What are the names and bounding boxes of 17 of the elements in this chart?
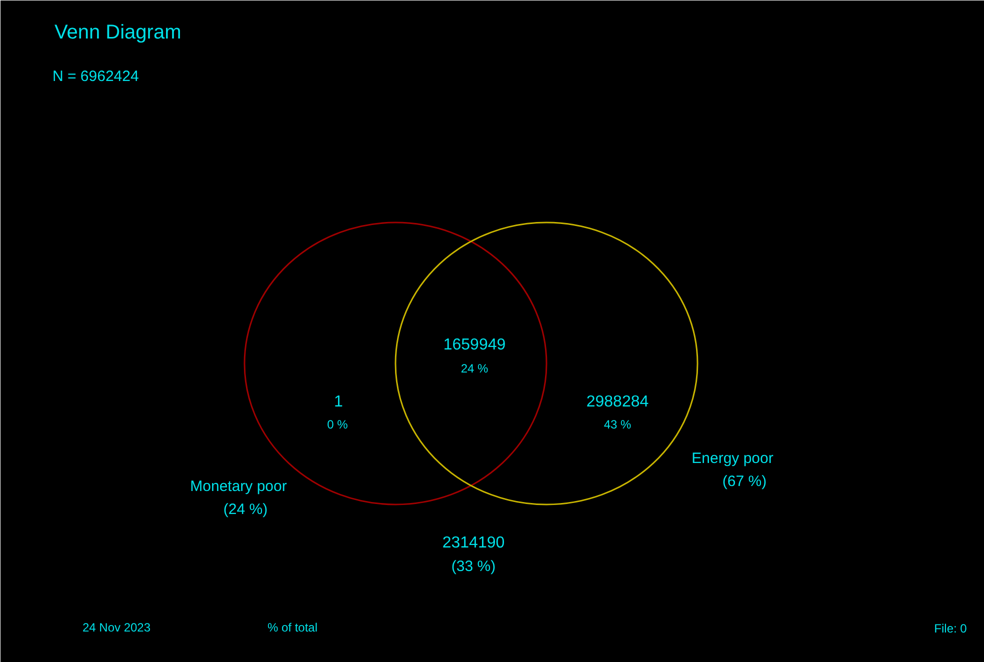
text: 2988284 (586, 394, 649, 410)
category-label: Monetary poor (190, 478, 287, 495)
text: (33 %) (451, 558, 496, 575)
text: 24 % (460, 362, 489, 376)
text: 1659949 (443, 336, 506, 354)
text: Venn Diagram (54, 22, 182, 44)
text: 0 % (327, 418, 348, 432)
text: 43 % (604, 418, 632, 432)
text: N = 6962424 (52, 68, 139, 85)
text: 2314190 (442, 534, 505, 552)
text: 1 (334, 394, 344, 410)
data-label: (67 %) (722, 473, 767, 490)
text: % of total (267, 620, 318, 634)
text: 24 Nov 2023 (82, 620, 151, 634)
text: File: 0 (934, 622, 968, 636)
category-label: Energy poor (692, 450, 774, 467)
data-label: (24 %) (223, 501, 268, 518)
